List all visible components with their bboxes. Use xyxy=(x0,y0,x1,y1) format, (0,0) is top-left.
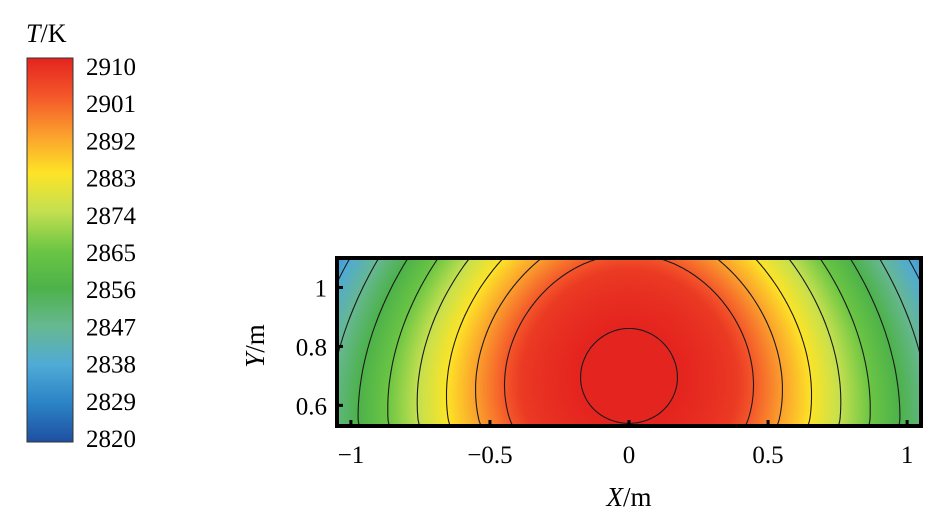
x-tick-label: 1 xyxy=(901,442,914,469)
colorbar-level-label: 2892 xyxy=(86,128,136,155)
y-tick-label: 1 xyxy=(315,275,328,302)
contour-line xyxy=(475,258,783,426)
colorbar xyxy=(26,57,74,443)
colorbar-level-label: 2901 xyxy=(86,91,136,118)
colorbar-level-label: 2865 xyxy=(86,240,136,267)
contour-line xyxy=(337,258,921,355)
colorbar-level-label: 2856 xyxy=(86,277,136,304)
colorbar-tick-labels: 2910 2901 2892 2883 2874 2865 2856 2847 2838 2829… xyxy=(86,54,137,453)
y-axis-label: Y/m xyxy=(240,324,270,368)
x-axis-ticks: −1 −0.5 0 0.5 1 xyxy=(338,420,914,469)
x-tick-label: −0.5 xyxy=(467,442,512,469)
colorbar-title: T/K xyxy=(26,19,67,48)
colorbar-title-var: T xyxy=(26,19,42,48)
contour-line xyxy=(580,327,678,424)
colorbar-level-label: 2874 xyxy=(86,203,137,230)
colorbar-level-label: 2820 xyxy=(86,426,136,453)
y-tick-label: 0.6 xyxy=(296,393,327,420)
contour-line xyxy=(445,258,813,426)
contour-lines xyxy=(337,258,921,426)
x-tick-label: −1 xyxy=(338,442,365,469)
plot-area xyxy=(337,258,921,426)
y-tick-label: 0.8 xyxy=(296,334,327,361)
colorbar-level-label: 2910 xyxy=(86,54,136,81)
colorbar-level-label: 2847 xyxy=(86,314,136,341)
colorbar-title-unit: /K xyxy=(40,19,66,48)
colorbar-level-label: 2883 xyxy=(86,166,136,193)
contour-line xyxy=(416,258,842,426)
y-axis-label-unit: /m xyxy=(240,324,270,353)
x-axis-label: X/m xyxy=(605,482,651,512)
colorbar-level-label: 2829 xyxy=(86,389,136,416)
x-axis-label-unit: /m xyxy=(623,482,652,512)
y-axis-ticks: 0.6 0.8 1 xyxy=(296,275,343,420)
contour-line xyxy=(503,258,755,426)
y-axis-label-var: Y xyxy=(240,350,270,368)
x-axis-label-var: X xyxy=(605,482,624,512)
temperature-field xyxy=(337,258,921,426)
colorbar-level-label: 2838 xyxy=(86,352,136,379)
x-tick-label: 0 xyxy=(623,442,636,469)
x-tick-label: 0.5 xyxy=(752,442,783,469)
